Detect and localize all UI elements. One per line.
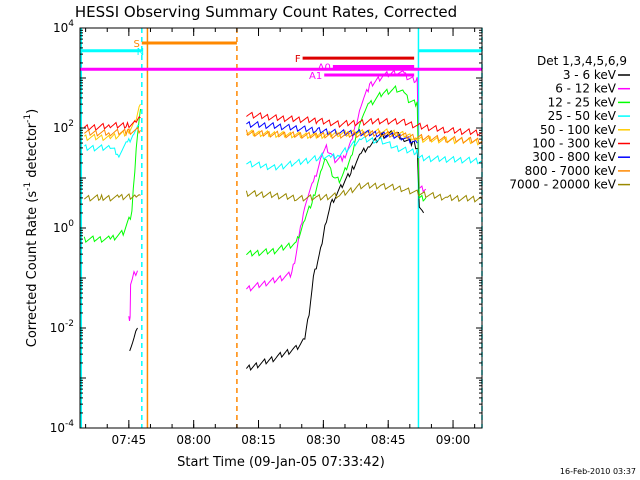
series-line xyxy=(83,124,140,159)
series-line xyxy=(246,69,427,292)
flag-label-a0: A0 xyxy=(318,62,331,73)
y-tick-label: 10-2 xyxy=(50,319,74,335)
flag-label-n: N xyxy=(137,47,144,58)
y-tick-exponent: 4 xyxy=(68,19,74,29)
series-line xyxy=(246,85,427,257)
y-tick-exponent: -4 xyxy=(65,419,74,429)
series-line xyxy=(246,129,425,371)
flag-label-f: F xyxy=(295,54,301,65)
y-axis-label-mid: detector xyxy=(25,122,40,182)
x-tick-label: 07:45 xyxy=(112,433,147,447)
y-axis-label-main: Corrected Count Rate (s xyxy=(25,191,40,348)
flag-label-a1: A1 xyxy=(309,71,322,82)
y-tick-base: 10 xyxy=(53,121,68,135)
x-axis-label: Start Time (09-Jan-05 07:33:42) xyxy=(177,455,385,470)
legend-label: 50 - 100 keV xyxy=(540,123,617,137)
x-tick-label: 09:00 xyxy=(436,433,471,447)
flag-label-s: S xyxy=(133,39,139,50)
timestamp: 16-Feb-2010 03:37 xyxy=(560,467,636,476)
series-line xyxy=(83,126,141,137)
legend-label: 25 - 50 keV xyxy=(548,109,617,123)
legend-label: 300 - 800 keV xyxy=(532,150,616,164)
y-axis-label-exp1: -1 xyxy=(23,182,33,191)
series-line xyxy=(246,120,418,144)
chart-title: HESSI Observing Summary Count Rates, Cor… xyxy=(75,3,457,21)
y-tick-exponent: 0 xyxy=(68,219,74,229)
y-tick-base: 10 xyxy=(53,21,68,35)
y-tick-base: 10 xyxy=(50,421,65,435)
y-tick-exponent: 2 xyxy=(68,119,74,129)
y-tick-label: 102 xyxy=(53,119,74,135)
series-line xyxy=(83,116,141,132)
series-line xyxy=(245,129,483,145)
y-tick-base: 10 xyxy=(53,221,68,235)
y-tick-label: 100 xyxy=(53,219,74,235)
plot-frame xyxy=(79,27,483,429)
series-line xyxy=(246,127,483,146)
x-tick-label: 08:15 xyxy=(241,433,276,447)
y-tick-label: 104 xyxy=(53,19,74,35)
legend-label: 6 - 12 keV xyxy=(555,82,617,96)
legend-title: Det 1,3,4,5,6,9 xyxy=(537,54,627,68)
x-tick-label: 08:30 xyxy=(306,433,341,447)
y-tick-base: 10 xyxy=(50,321,65,335)
legend-label: 800 - 7000 keV xyxy=(525,164,617,178)
legend-label: 100 - 300 keV xyxy=(532,137,616,151)
series-line xyxy=(83,193,141,202)
legend-label: 12 - 25 keV xyxy=(548,95,617,109)
y-axis-label-end: ) xyxy=(25,109,40,114)
y-axis-label: Corrected Count Rate (s-1 detector-1) xyxy=(23,109,40,347)
legend-label: 7000 - 20000 keV xyxy=(509,178,616,192)
series-line xyxy=(129,327,138,352)
x-tick-label: 08:00 xyxy=(176,433,211,447)
y-axis-label-exp2: -1 xyxy=(23,114,33,123)
series-line xyxy=(83,108,141,243)
series-line xyxy=(246,135,483,171)
series-line xyxy=(128,270,138,321)
series-line xyxy=(83,103,141,142)
series-line xyxy=(245,181,483,203)
y-tick-exponent: -2 xyxy=(65,319,74,329)
x-axis-ticks: 07:45 08:00 08:15 08:30 08:45 09:00 xyxy=(85,28,476,447)
y-tick-label: 10-4 xyxy=(50,419,75,435)
svg-text:Corrected Count Rate (s-1 dete: Corrected Count Rate (s-1 detector-1) xyxy=(23,109,40,347)
legend-label: 3 - 6 keV xyxy=(563,68,617,82)
series-line xyxy=(246,111,483,137)
x-tick-label: 08:45 xyxy=(371,433,406,447)
